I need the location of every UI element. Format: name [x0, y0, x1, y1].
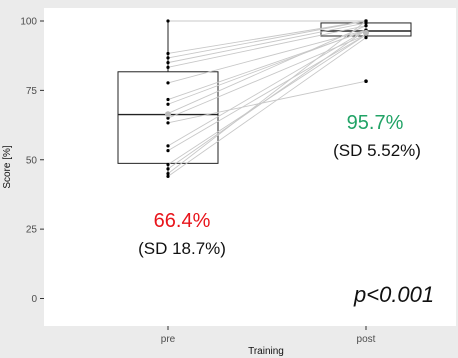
pre-point — [166, 162, 170, 167]
paired-line — [167, 29, 367, 84]
paired-line — [167, 20, 367, 54]
post-mean-label: 95.7% — [346, 112, 404, 134]
y-tick-label: 100 — [20, 17, 37, 28]
plot-panel — [44, 8, 456, 326]
pre-point — [166, 144, 170, 148]
post-point — [364, 19, 368, 23]
paired-line — [167, 22, 367, 64]
paired-line — [167, 34, 367, 119]
x-tick-label: post — [357, 334, 376, 345]
pre-point — [166, 65, 170, 69]
y-tick-label: 25 — [26, 225, 38, 236]
p-value-label: p<0.001 — [354, 282, 435, 307]
paired-line — [167, 25, 367, 68]
pre-point — [166, 102, 170, 106]
pre-point — [166, 148, 170, 153]
pre-point — [166, 167, 170, 171]
paired-line — [167, 29, 367, 105]
paired-line — [167, 34, 367, 151]
y-tick-label: 0 — [31, 294, 37, 305]
paired-line — [167, 20, 367, 59]
pre-point — [166, 121, 170, 125]
pre-point — [166, 97, 170, 102]
pre-point — [166, 19, 170, 23]
paired-line — [167, 37, 367, 177]
pre-point — [166, 51, 170, 56]
pre-point — [166, 56, 170, 60]
paired-line — [167, 20, 367, 174]
pre-point — [166, 174, 170, 178]
post-mean-marker — [363, 29, 369, 36]
pre-mean-marker — [165, 111, 171, 118]
post-point — [364, 79, 368, 83]
y-tick-label: 50 — [26, 155, 38, 166]
x-axis-title: Training — [248, 346, 284, 357]
pre-point — [166, 172, 170, 176]
pre-mean-label: 66.4% — [153, 210, 211, 232]
paired-line — [167, 25, 367, 114]
y-tick-label: 75 — [26, 86, 38, 97]
paired-line — [167, 29, 367, 147]
post-point — [364, 36, 368, 40]
pre-point — [166, 116, 170, 120]
pre-point — [166, 81, 170, 85]
y-axis-title: Score [%] — [2, 145, 13, 189]
post-point — [364, 24, 368, 28]
post-sd-label: (SD 5.52%) — [333, 141, 421, 160]
pre-sd-label: (SD 18.7%) — [138, 239, 226, 258]
x-tick-label: pre — [161, 334, 176, 345]
paired-line — [167, 80, 367, 124]
pre-point — [166, 61, 170, 65]
paired-line — [167, 29, 367, 170]
